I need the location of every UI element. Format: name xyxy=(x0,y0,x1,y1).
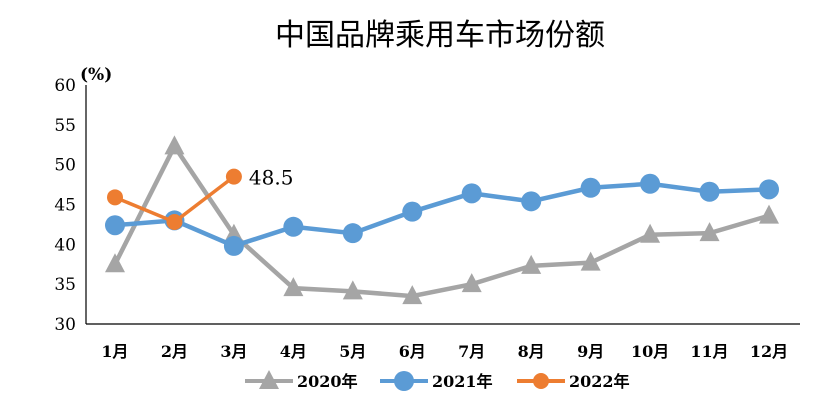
legend-label: 2020年 xyxy=(297,372,358,391)
data-label: 48.5 xyxy=(249,166,294,190)
data-point xyxy=(759,204,779,224)
data-point xyxy=(225,168,242,185)
data-point xyxy=(640,223,661,243)
legend-marker xyxy=(259,370,279,389)
y-tick-label: 45 xyxy=(54,196,76,216)
data-point xyxy=(107,189,123,206)
data-point xyxy=(699,222,720,242)
x-tick-label: 10月 xyxy=(631,342,669,361)
data-point xyxy=(402,285,423,305)
x-tick-label: 3月 xyxy=(220,342,247,361)
data-point xyxy=(521,191,542,212)
data-point xyxy=(166,214,183,231)
data-point xyxy=(699,181,720,202)
data-point xyxy=(283,216,304,237)
data-point xyxy=(223,235,244,256)
data-point xyxy=(461,183,482,204)
data-point xyxy=(402,201,423,222)
y-tick-label: 50 xyxy=(54,156,76,176)
data-point xyxy=(461,273,482,293)
data-point xyxy=(580,177,601,198)
data-point xyxy=(580,251,601,271)
x-tick-label: 7月 xyxy=(458,342,485,361)
x-tick-label: 4月 xyxy=(280,342,307,361)
data-point xyxy=(164,135,185,155)
legend-label: 2022年 xyxy=(569,372,630,391)
data-point xyxy=(105,215,125,236)
y-tick-label: 35 xyxy=(54,275,76,295)
x-tick-label: 8月 xyxy=(518,342,545,361)
y-tick-label: 40 xyxy=(54,235,76,255)
data-point xyxy=(640,173,661,194)
y-axis-label: (%) xyxy=(80,65,112,85)
y-tick-label: 55 xyxy=(54,116,76,136)
series-line xyxy=(112,141,770,299)
legend-item: 2021年 xyxy=(380,371,493,391)
series-2020年 xyxy=(105,135,779,305)
x-tick-label: 1月 xyxy=(101,342,128,361)
data-point xyxy=(283,277,304,297)
x-tick-label: 12月 xyxy=(750,342,788,361)
y-tick-label: 30 xyxy=(54,315,76,335)
data-point xyxy=(105,253,125,273)
legend-marker xyxy=(394,371,414,391)
legend-item: 2020年 xyxy=(245,370,358,391)
data-point xyxy=(521,254,542,274)
legend-marker xyxy=(533,373,549,389)
legend-item: 2022年 xyxy=(517,372,630,391)
series-2022年 xyxy=(107,168,242,231)
chart-title: 中国品牌乘用车市场份额 xyxy=(275,18,605,53)
data-point xyxy=(342,280,363,300)
y-tick-label: 60 xyxy=(54,76,76,96)
data-point xyxy=(342,223,363,244)
data-point xyxy=(759,179,779,200)
legend-label: 2021年 xyxy=(432,372,493,391)
x-tick-label: 5月 xyxy=(339,342,366,361)
x-tick-label: 9月 xyxy=(577,342,604,361)
x-tick-label: 6月 xyxy=(399,342,426,361)
series-2021年 xyxy=(105,173,779,256)
x-tick-label: 11月 xyxy=(690,342,728,361)
x-tick-label: 2月 xyxy=(161,342,188,361)
